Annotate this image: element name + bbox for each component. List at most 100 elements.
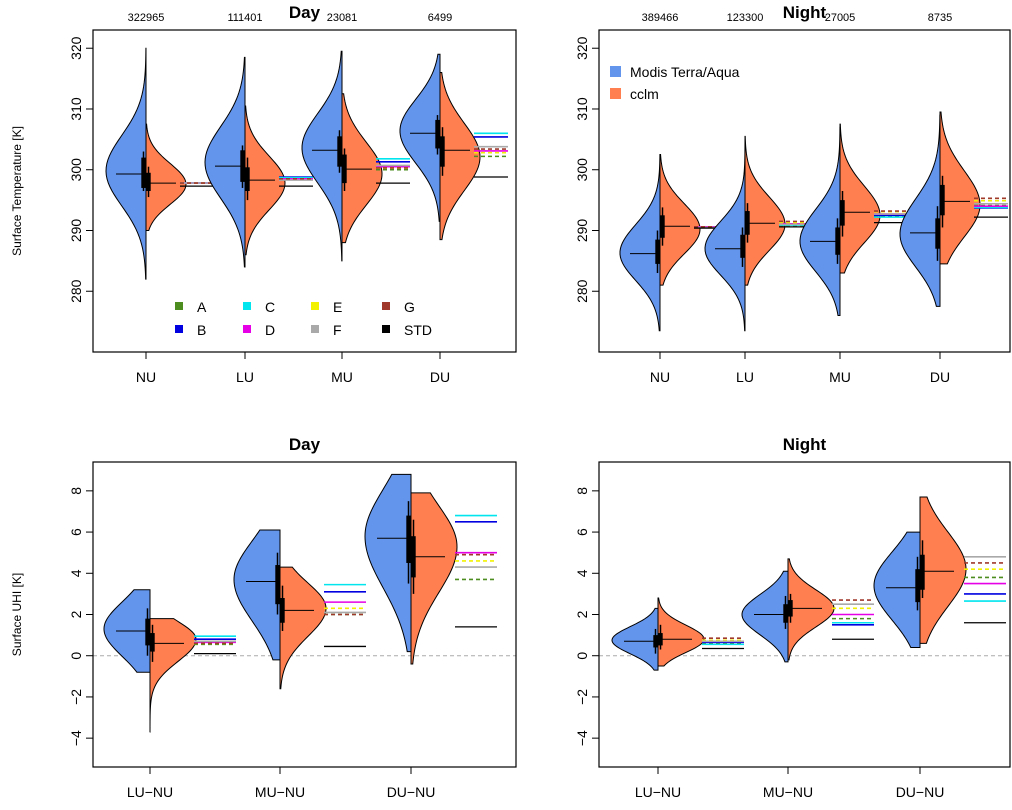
violin-cclm [439,72,481,241]
y-tick-label: 280 [68,279,84,303]
model-lines [180,182,214,187]
model-lines [974,197,1008,218]
violin-cclm [149,618,197,733]
iqr-box-modis-terra-aqua [406,515,411,563]
y-tick-label: 2 [68,610,84,618]
x-tick-label: LU−NU [127,784,173,800]
violin-modis-terra-aqua [611,607,659,671]
x-tick-label: LU [236,369,254,385]
legend-label: F [333,322,342,338]
iqr-box-modis-terra-aqua [275,565,280,605]
legend-swatch [610,66,621,77]
iqr-box-cclm [440,136,445,167]
legend-label: B [197,322,206,338]
plot-frame [598,461,1011,768]
group-lu: LU 111401 [204,12,313,385]
x-tick-label: MU [331,369,353,385]
violin-modis-terra-aqua [105,47,147,280]
panel-2: Night 280 290 300 310 320 NU 389466 LU 123300 MU 27… [574,3,1011,385]
violin-cclm [787,558,835,661]
violin-cclm [744,135,786,286]
group-nu: NU 322965 [105,12,214,385]
group-mu-nu: MU−NU [233,529,366,800]
x-tick-label: LU [736,369,754,385]
legend-swatch [243,325,251,333]
legend-swatch [311,325,319,333]
plot-frame [92,461,517,768]
model-lines [832,599,874,640]
iqr-box-cclm [840,200,845,226]
y-tick-label: 6 [574,528,590,536]
x-tick-label: DU−NU [387,784,436,800]
x-tick-label: MU−NU [763,784,813,800]
iqr-box-modis-terra-aqua [141,157,146,188]
iqr-box-cclm [150,633,155,652]
violin-modis-terra-aqua [799,126,841,317]
x-tick-label: NU [136,369,156,385]
group-mu: MU 27005 [799,12,908,385]
violin-modis-terra-aqua [399,53,441,222]
y-tick-label: 320 [574,36,590,60]
violin-cclm [410,492,458,665]
iqr-box-cclm [920,554,925,590]
y-tick-label: −4 [68,730,84,746]
legend-label: C [265,299,275,315]
y-tick-label: 300 [574,158,590,182]
legend-swatch [610,88,621,99]
violin-modis-terra-aqua [873,531,921,648]
panel-3: Day −4 −2 0 2 4 6 8 Surface UHI [K] LU−NU MU−NU DU−… [10,435,517,800]
sample-count: 389466 [642,12,679,24]
group-du: DU 6499 [399,12,508,385]
y-tick-label: 320 [68,36,84,60]
y-tick-label: 6 [68,528,84,536]
legend-swatch [382,325,390,333]
iqr-box-cclm [940,184,945,216]
model-lines [376,158,410,184]
model-lines [964,555,1006,624]
group-mu-nu: MU−NU [741,558,874,800]
group-du-nu: DU−NU [364,473,497,800]
iqr-box-modis-terra-aqua [935,218,940,249]
x-tick-label: DU [930,369,950,385]
violin-modis-terra-aqua [741,570,789,663]
x-tick-label: LU−NU [635,784,681,800]
panel-1: Day 280 290 300 310 320 Surface Temperature [K… [10,3,517,385]
legend-label: D [265,322,275,338]
y-tick-label: −4 [574,730,590,746]
iqr-box-modis-terra-aqua [783,604,788,623]
x-tick-label: DU−NU [896,784,945,800]
violin-modis-terra-aqua [233,529,281,661]
violin-cclm [659,154,701,286]
sample-count: 111401 [227,12,262,24]
violin-cclm [939,111,981,265]
panel-title: Day [289,435,321,454]
group-du-nu: DU−NU [873,496,1006,800]
y-tick-label: 2 [574,610,590,618]
model-lines [474,132,508,178]
violin-cclm [657,597,705,667]
violin-modis-terra-aqua [704,138,746,332]
model-lines [874,210,908,224]
violin-cclm [839,123,881,274]
iqr-box-modis-terra-aqua [655,239,660,264]
group-lu-nu: LU−NU [611,597,744,800]
legend-swatch [243,302,251,310]
plot-frame [92,29,517,353]
iqr-box-cclm [146,172,151,191]
y-tick-label: 4 [574,569,590,577]
iqr-box-modis-terra-aqua [435,119,440,149]
iqr-box-modis-terra-aqua [145,618,150,646]
legend-label: STD [404,322,432,338]
y-tick-label: 290 [68,219,84,243]
sample-count: 123300 [727,12,764,24]
violin-modis-terra-aqua [364,473,412,653]
panel-4: Night −4 −2 0 2 4 6 8 LU−NU MU−NU DU−NU [574,435,1011,800]
y-axis-label: Surface UHI [K] [10,573,24,656]
legend-label: E [333,299,342,315]
sample-count: 23081 [327,12,358,24]
y-tick-label: 290 [574,219,590,243]
model-lines [702,637,744,650]
y-tick-label: 0 [574,652,590,660]
group-nu: NU 389466 [619,12,728,385]
y-tick-label: 310 [68,97,84,121]
